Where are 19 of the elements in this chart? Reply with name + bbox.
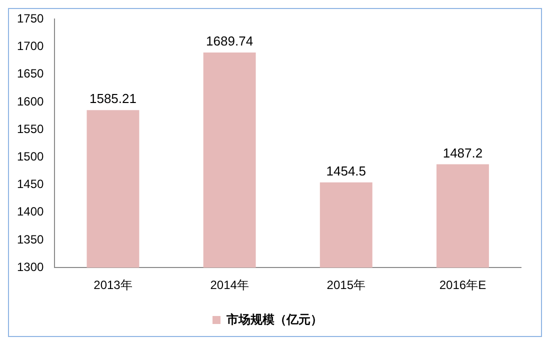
y-tick-label: 1600 xyxy=(16,94,44,108)
data-label: 1689.74 xyxy=(206,34,254,49)
data-label: 1487.2 xyxy=(442,145,483,160)
y-tick-label: 1400 xyxy=(16,204,44,219)
data-label: 1454.5 xyxy=(326,163,366,178)
legend-label: 市场规模（亿元） xyxy=(226,312,322,326)
data-label: 1585.21 xyxy=(89,91,136,106)
y-tick-label: 1700 xyxy=(16,39,44,54)
y-tick-label: 1550 xyxy=(16,122,44,136)
y-tick-label: 1450 xyxy=(16,177,44,192)
x-tick-label: 2013年 xyxy=(94,278,132,292)
y-tick-label: 1300 xyxy=(16,260,44,274)
y-tick-label: 1500 xyxy=(16,150,44,164)
y-tick-label: 1350 xyxy=(16,232,44,246)
x-tick-label: 2016年E xyxy=(439,278,486,292)
x-tick-label: 2015年 xyxy=(326,278,366,292)
y-tick-label: 1650 xyxy=(16,66,44,81)
y-tick-label: 1750 xyxy=(16,12,44,26)
x-tick-label: 2014年 xyxy=(210,278,249,292)
